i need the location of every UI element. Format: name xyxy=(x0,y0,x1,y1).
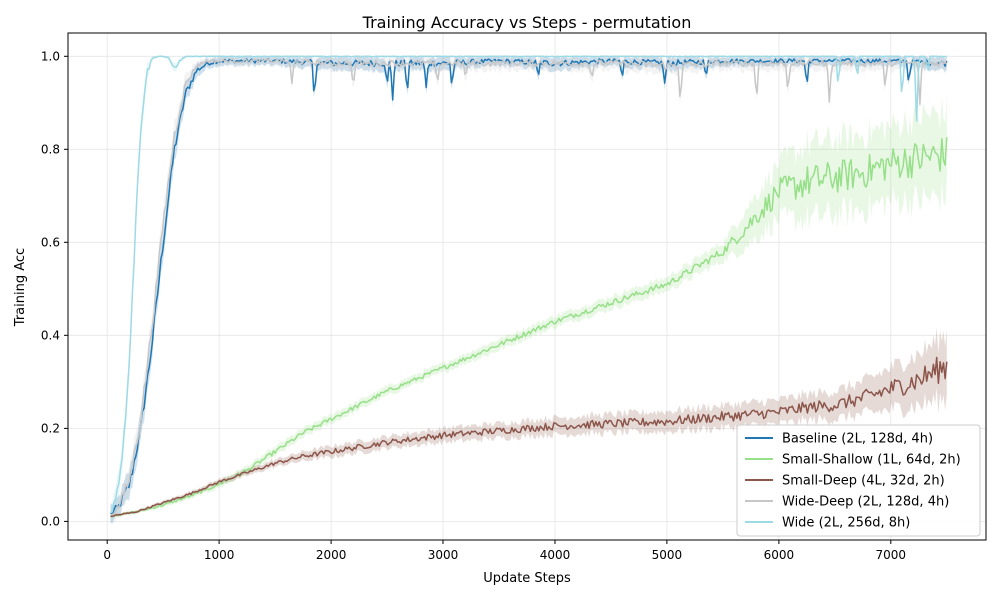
line-series-2 xyxy=(110,356,948,518)
line-series-3 xyxy=(110,58,948,516)
x-tick-label: 2000 xyxy=(316,548,347,562)
chart-title: Training Accuracy vs Steps - permutation xyxy=(362,13,692,32)
x-tick-label: 0 xyxy=(103,548,111,562)
legend: Baseline (2L, 128d, 4h) Small-Shallow (1L… xyxy=(736,424,981,537)
x-tick-label: 6000 xyxy=(764,548,795,562)
legend-label-1: Small-Shallow (1L, 64d, 2h) xyxy=(782,453,961,468)
y-tick-label: 0.2 xyxy=(41,421,60,435)
x-tick-label: 4000 xyxy=(540,548,571,562)
y-tick-label: 1.0 xyxy=(41,49,60,63)
legend-label-3: Wide-Deep (2L, 128d, 4h) xyxy=(782,495,949,510)
band-series-1 xyxy=(110,95,947,519)
y-tick-label: 0.0 xyxy=(41,514,60,528)
line-series-0 xyxy=(110,58,948,515)
x-tick-label: 1000 xyxy=(204,548,235,562)
y-tick-label: 0.6 xyxy=(41,235,60,249)
x-axis-label: Update Steps xyxy=(483,571,571,586)
legend-label-4: Wide (2L, 256d, 8h) xyxy=(782,516,910,531)
legend-label-2: Small-Deep (4L, 32d, 2h) xyxy=(782,474,945,489)
plot-area-frame xyxy=(67,32,987,541)
legend-box xyxy=(736,424,981,537)
band-series-2 xyxy=(110,327,947,518)
y-tick-label: 0.8 xyxy=(41,142,60,156)
x-tick-label: 5000 xyxy=(652,548,683,562)
y-tick-label: 0.4 xyxy=(41,328,60,342)
confidence-bands xyxy=(110,56,947,525)
x-tick-label: 3000 xyxy=(428,548,459,562)
series-lines xyxy=(110,55,948,518)
x-tick-label: 7000 xyxy=(876,548,907,562)
y-axis-label: Training Acc xyxy=(13,248,28,327)
axis-ticks: 0 1000 2000 3000 4000 5000 6000 7000 0.0 0.2 0.4 0.… xyxy=(41,49,906,562)
line-series-4 xyxy=(110,55,947,514)
legend-label-0: Baseline (2L, 128d, 4h) xyxy=(782,432,933,447)
